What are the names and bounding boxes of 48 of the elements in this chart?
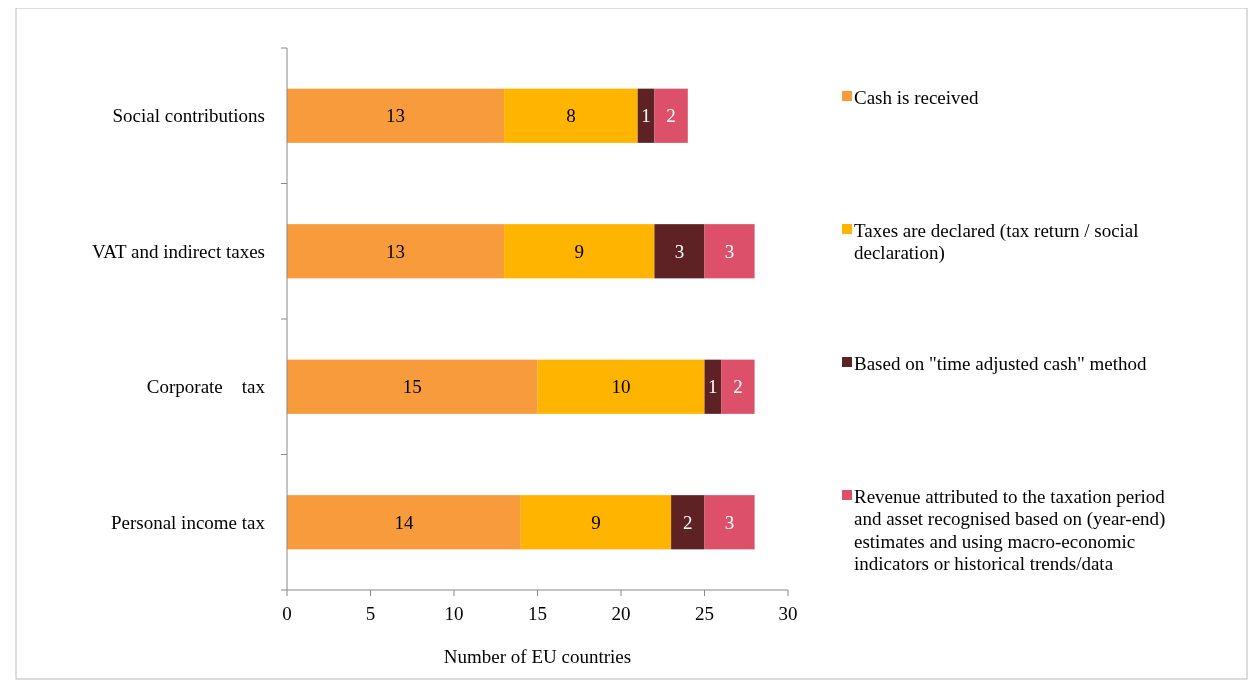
bar xyxy=(704,359,722,414)
legend-label: Cash is received xyxy=(854,86,980,108)
bar xyxy=(287,359,538,414)
y-tick-label: Corporate tax xyxy=(146,376,266,398)
y-tick-label: Social contributions xyxy=(112,105,265,127)
bar xyxy=(704,224,755,279)
legend-label: Revenue attributed to the taxation period and asset recognised based on (year-end) estimates and using macro-economic indicators or historical trends/data xyxy=(854,485,1166,575)
x-tick-label: 0 xyxy=(282,603,292,624)
bar xyxy=(520,495,672,550)
data-label: 9 xyxy=(574,240,584,262)
data-label: 8 xyxy=(566,105,576,127)
bar xyxy=(654,224,705,279)
bar xyxy=(537,359,705,414)
x-tick-label: 5 xyxy=(365,603,376,624)
data-label: 9 xyxy=(591,511,601,533)
y-tick-label: VAT and indirect taxes xyxy=(92,240,265,262)
data-label: 3 xyxy=(674,240,685,262)
x-tick-label: 20 xyxy=(611,603,631,624)
x-axis-title: Number of EU countries xyxy=(443,646,632,667)
data-label: 2 xyxy=(733,376,743,398)
data-label: 15 xyxy=(402,376,422,398)
data-label: 13 xyxy=(386,240,406,262)
bar xyxy=(637,88,655,143)
x-tick-label: 10 xyxy=(444,603,464,624)
data-label: 2 xyxy=(666,105,676,127)
bar xyxy=(287,88,505,143)
data-label: 3 xyxy=(724,240,735,262)
x-tick-label: 15 xyxy=(528,603,547,624)
x-tick-label: 25 xyxy=(695,603,714,624)
y-tick-label: Personal income tax xyxy=(110,511,266,533)
legend-label: Based on "time adjusted cash" method xyxy=(854,352,1148,374)
bar xyxy=(721,359,755,414)
data-label: 13 xyxy=(386,105,406,127)
data-label: 1 xyxy=(641,105,651,127)
data-label: 1 xyxy=(708,376,718,398)
bar xyxy=(287,224,505,279)
bar xyxy=(504,88,638,143)
bar xyxy=(287,495,521,550)
bar xyxy=(504,224,655,279)
data-label: 14 xyxy=(394,511,414,533)
data-label: 10 xyxy=(611,376,631,398)
data-label: 2 xyxy=(683,511,693,533)
data-label: 3 xyxy=(724,511,735,533)
bar xyxy=(671,495,705,550)
bar xyxy=(654,88,688,143)
legend-label: Taxes are declared (tax return / social declaration) xyxy=(854,219,1139,265)
bar xyxy=(704,495,755,550)
x-tick-label: 30 xyxy=(778,603,798,624)
